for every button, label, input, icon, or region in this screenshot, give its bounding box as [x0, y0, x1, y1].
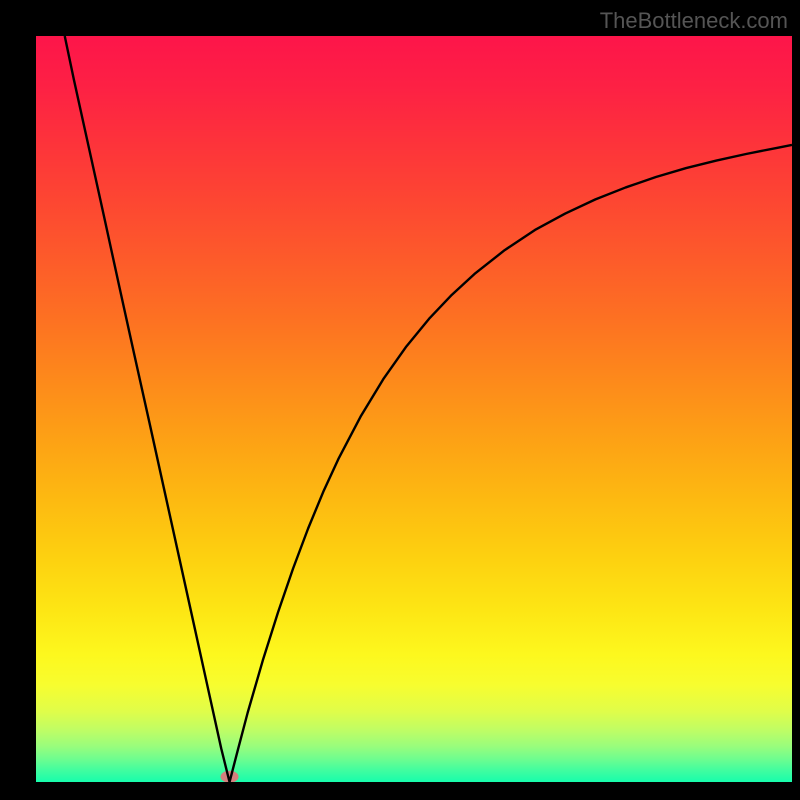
- bottleneck-chart: [36, 36, 792, 782]
- curve-line: [65, 36, 792, 782]
- bottleneck-curve: [36, 36, 792, 782]
- watermark-text: TheBottleneck.com: [600, 8, 788, 34]
